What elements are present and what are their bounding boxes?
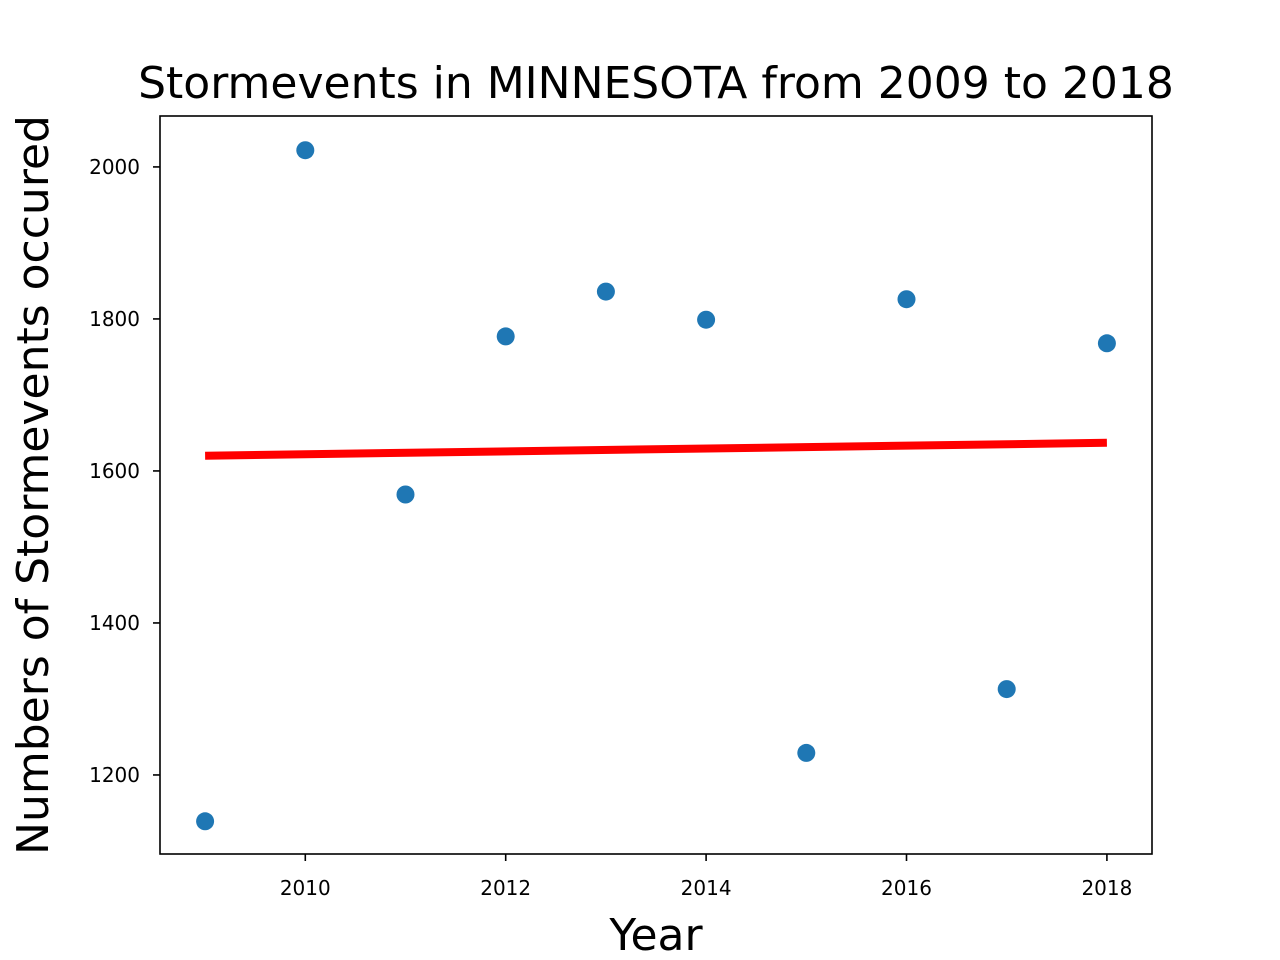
data-point-2012 [496,327,515,346]
data-point-2009 [196,812,215,831]
data-point-2017 [997,680,1016,699]
x-tick-label: 2014 [681,876,732,900]
x-tick-label: 2016 [881,876,932,900]
chart-title: Stormevents in MINNESOTA from 2009 to 20… [138,58,1174,109]
data-point-2016 [897,290,916,309]
data-point-2013 [596,282,615,301]
plot-area [196,141,1116,831]
y-tick-label: 1200 [89,763,140,787]
x-tick-label: 2010 [280,876,331,900]
y-tick-label: 1400 [89,611,140,635]
trend-line [205,438,1107,460]
y-tick-label: 1800 [89,307,140,331]
axes-frame [159,115,1153,855]
y-tick-label: 1600 [89,459,140,483]
x-tick-label: 2012 [480,876,531,900]
data-point-2018 [1097,334,1116,353]
data-point-2010 [296,141,315,160]
data-point-2011 [396,485,415,504]
x-axis-title: Year [608,910,703,960]
y-tick-label: 2000 [89,155,140,179]
x-tick-label: 2018 [1081,876,1132,900]
axis-ticks: 2010 2012 2014 2016 2018 1200 1400 1600 1800 2000 [89,155,1132,900]
y-axis-title: Numbers of Stormevents occured [8,115,59,855]
data-point-2015 [797,743,816,762]
data-point-2014 [697,310,716,329]
